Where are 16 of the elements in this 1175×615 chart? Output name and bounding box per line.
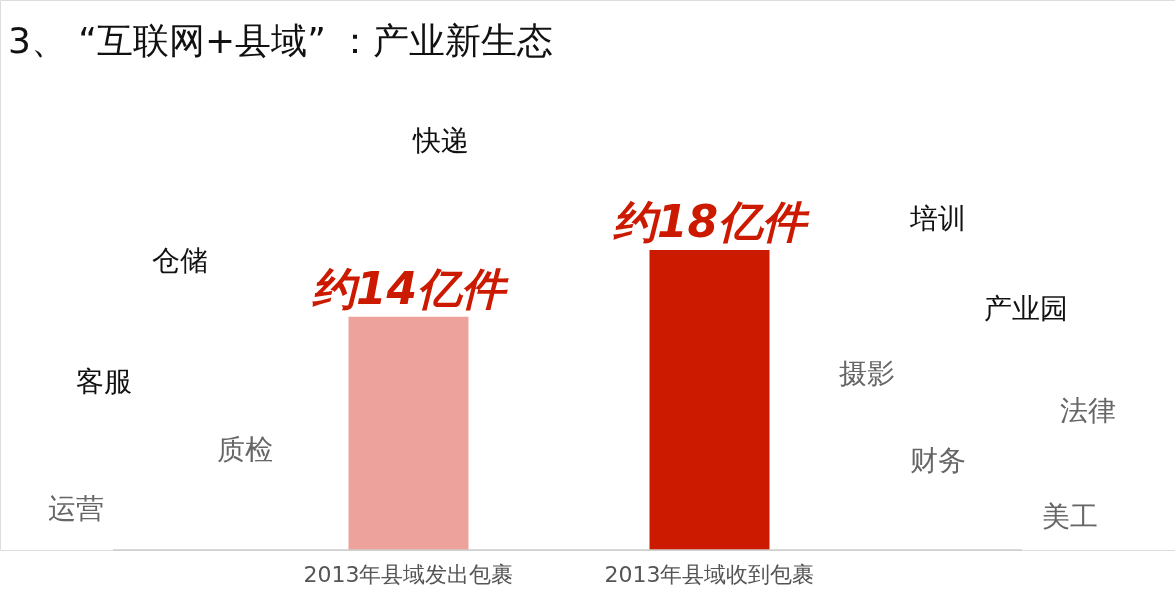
annotation: 客服 — [76, 365, 132, 398]
annotation: 质检 — [217, 433, 273, 466]
text: 快递 — [412, 124, 469, 157]
annotation: 财务 — [910, 444, 966, 477]
text: 美工 — [1042, 500, 1098, 533]
text: 运营 — [48, 492, 104, 525]
text: 法律 — [1060, 394, 1116, 427]
data-label: 约18亿件 — [612, 196, 811, 247]
annotation: 摄影 — [839, 357, 895, 390]
annotation: 产业园 — [984, 292, 1068, 325]
chart-title: 3、 “互联网+县域” ：产业新生态 — [8, 20, 554, 61]
annotation: 仓储 — [152, 244, 208, 277]
text: 培训 — [909, 202, 966, 235]
x-tick-label: 2013年县域发出包裹 — [303, 561, 514, 587]
data-label: 约14亿件 — [311, 262, 510, 314]
x-tick-label: 2013年县域收到包裹 — [604, 561, 815, 587]
